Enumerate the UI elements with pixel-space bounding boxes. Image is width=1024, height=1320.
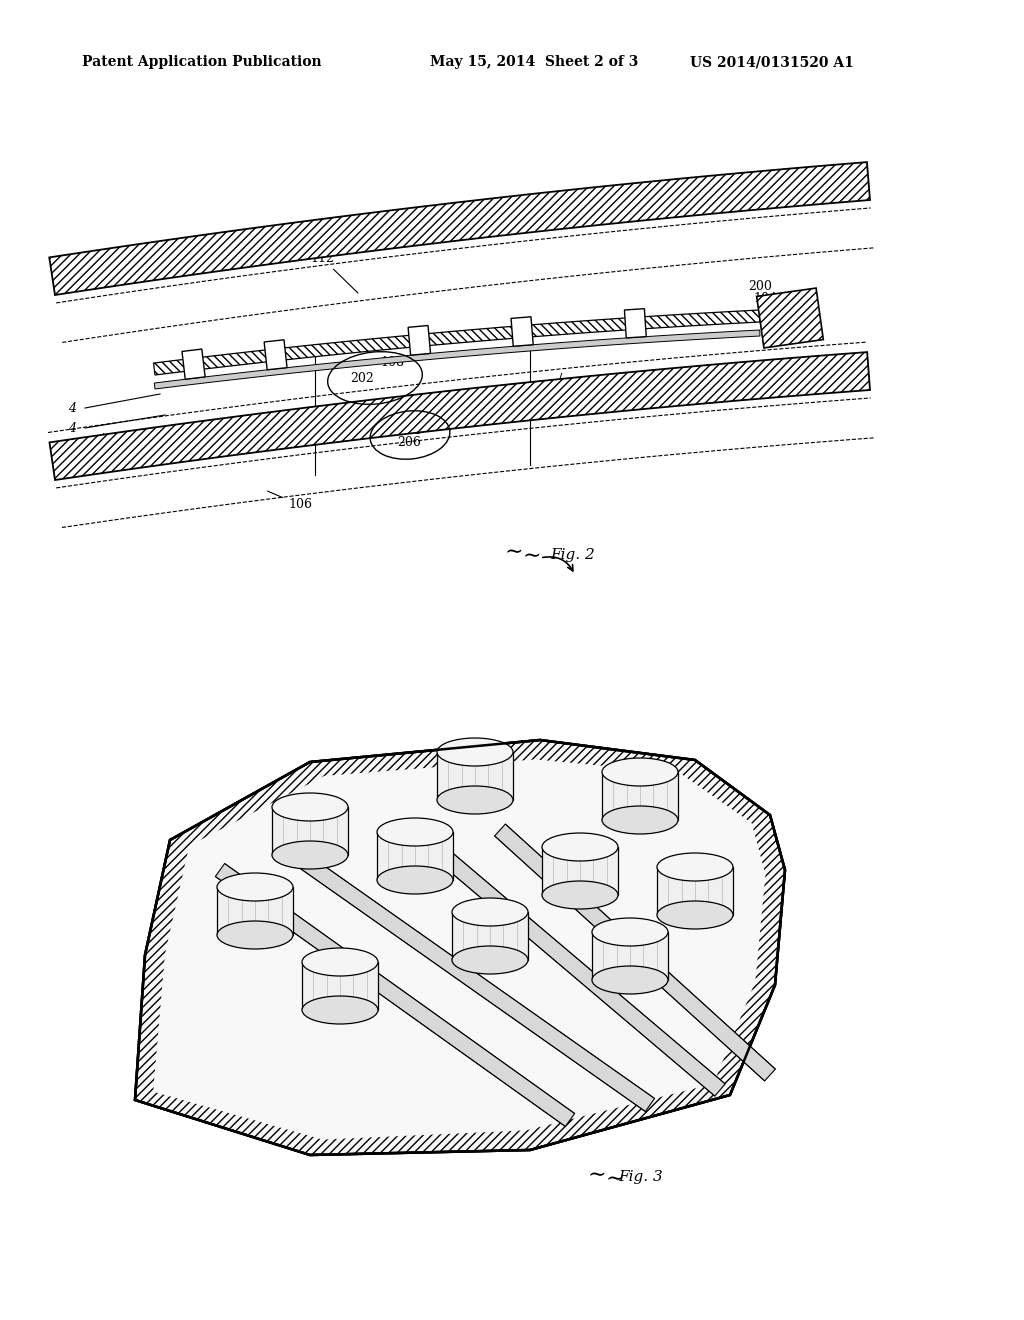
Ellipse shape: [437, 785, 513, 814]
Polygon shape: [420, 834, 725, 1096]
Text: 202: 202: [475, 748, 512, 800]
Polygon shape: [302, 962, 378, 1010]
Text: /: /: [558, 374, 562, 387]
Text: May 15, 2014  Sheet 2 of 3: May 15, 2014 Sheet 2 of 3: [430, 55, 638, 69]
Text: ∼: ∼: [505, 541, 523, 564]
Polygon shape: [291, 849, 654, 1111]
Polygon shape: [452, 912, 528, 960]
Polygon shape: [377, 832, 453, 880]
Ellipse shape: [592, 966, 668, 994]
Text: 206: 206: [605, 843, 684, 888]
Text: 204: 204: [590, 832, 676, 870]
Ellipse shape: [602, 758, 678, 785]
Polygon shape: [495, 824, 775, 1081]
Text: 3: 3: [568, 381, 575, 395]
Text: US 2014/0131520 A1: US 2014/0131520 A1: [690, 55, 854, 69]
Ellipse shape: [657, 853, 733, 880]
Polygon shape: [437, 752, 513, 800]
Text: ∼: ∼: [606, 1168, 625, 1191]
Polygon shape: [182, 348, 205, 379]
Polygon shape: [602, 772, 678, 820]
Ellipse shape: [452, 898, 528, 927]
Ellipse shape: [452, 946, 528, 974]
Text: Fig. 2: Fig. 2: [550, 548, 595, 562]
Polygon shape: [154, 759, 766, 1139]
Text: 4: 4: [68, 401, 76, 414]
Polygon shape: [592, 932, 668, 979]
Text: /: /: [100, 433, 104, 446]
Ellipse shape: [272, 841, 348, 869]
Polygon shape: [542, 847, 618, 895]
Polygon shape: [217, 887, 293, 935]
Text: ∼: ∼: [588, 1164, 606, 1185]
Text: Fig. 3: Fig. 3: [618, 1170, 663, 1184]
Text: 200: 200: [748, 281, 772, 308]
Text: 112: 112: [310, 252, 358, 293]
Text: 104: 104: [753, 292, 777, 315]
Ellipse shape: [217, 921, 293, 949]
Text: 108: 108: [380, 355, 404, 368]
Polygon shape: [272, 807, 348, 855]
Polygon shape: [49, 162, 870, 294]
Ellipse shape: [542, 880, 618, 909]
Polygon shape: [511, 317, 534, 346]
Text: 4: 4: [68, 421, 76, 434]
Ellipse shape: [217, 873, 293, 902]
Ellipse shape: [272, 793, 348, 821]
Ellipse shape: [437, 738, 513, 766]
Text: 204: 204: [397, 424, 421, 437]
Text: 3: 3: [110, 441, 118, 454]
Ellipse shape: [377, 866, 453, 894]
Polygon shape: [154, 310, 760, 375]
Ellipse shape: [592, 917, 668, 946]
Polygon shape: [49, 352, 870, 480]
Text: ∼: ∼: [523, 545, 542, 568]
Text: 106: 106: [267, 491, 312, 511]
Ellipse shape: [657, 902, 733, 929]
Polygon shape: [625, 309, 646, 338]
Ellipse shape: [542, 833, 618, 861]
Ellipse shape: [377, 818, 453, 846]
Polygon shape: [757, 288, 823, 348]
Ellipse shape: [302, 997, 378, 1024]
Text: Patent Application Publication: Patent Application Publication: [82, 55, 322, 69]
Polygon shape: [135, 741, 785, 1155]
Polygon shape: [155, 330, 760, 389]
Text: 206: 206: [397, 436, 421, 449]
Polygon shape: [215, 863, 574, 1126]
Ellipse shape: [602, 807, 678, 834]
Polygon shape: [264, 339, 287, 370]
Text: 202: 202: [350, 371, 374, 384]
Polygon shape: [657, 867, 733, 915]
Ellipse shape: [302, 948, 378, 975]
Polygon shape: [409, 326, 430, 355]
